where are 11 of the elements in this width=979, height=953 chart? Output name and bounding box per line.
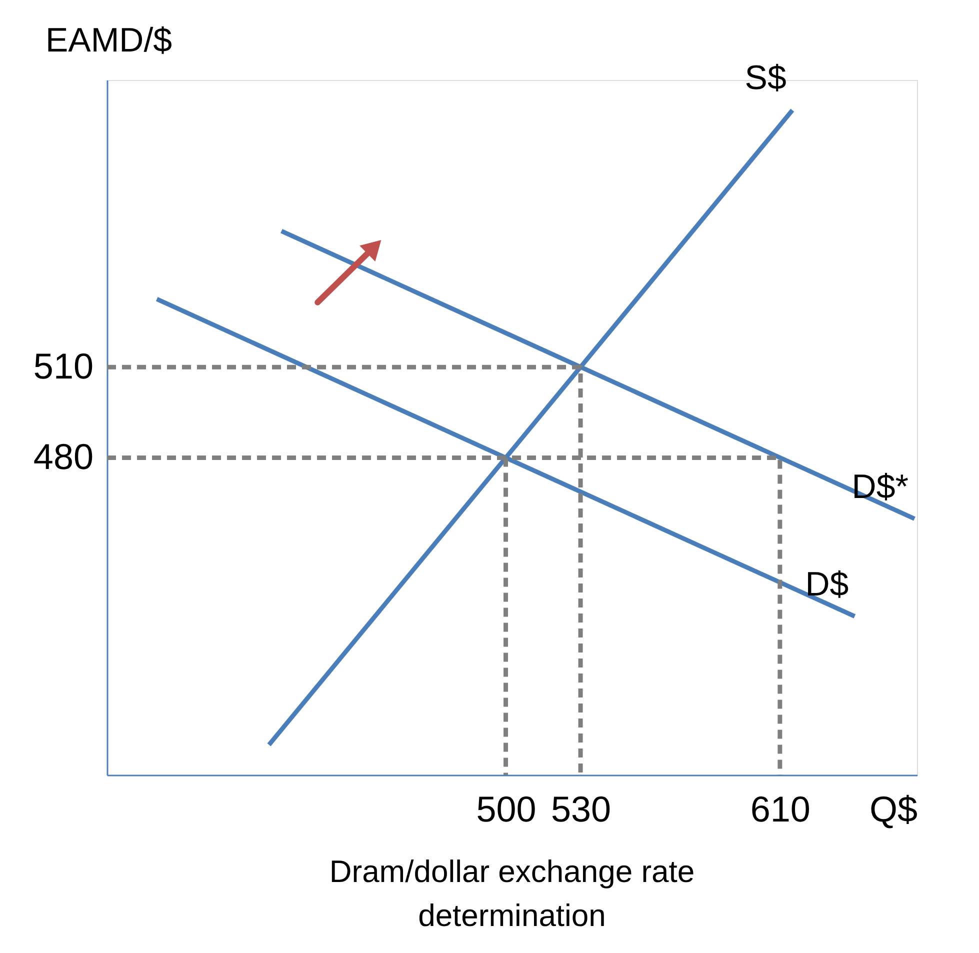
y-tick-label: 510	[33, 346, 94, 387]
series-label: D$	[805, 565, 849, 604]
x-tick-label: 610	[750, 788, 810, 830]
y-axis-title: EAMD/$	[46, 22, 172, 60]
x-tick-label: 500	[476, 788, 536, 830]
y-tick-label: 480	[33, 436, 94, 478]
x-tick-label: 530	[551, 788, 612, 830]
series-label: S$	[744, 59, 786, 98]
x-axis-title: Q$	[869, 788, 918, 830]
series-label: D$*	[852, 468, 909, 506]
text: Dram/dollar exchange rate determination	[329, 854, 695, 933]
